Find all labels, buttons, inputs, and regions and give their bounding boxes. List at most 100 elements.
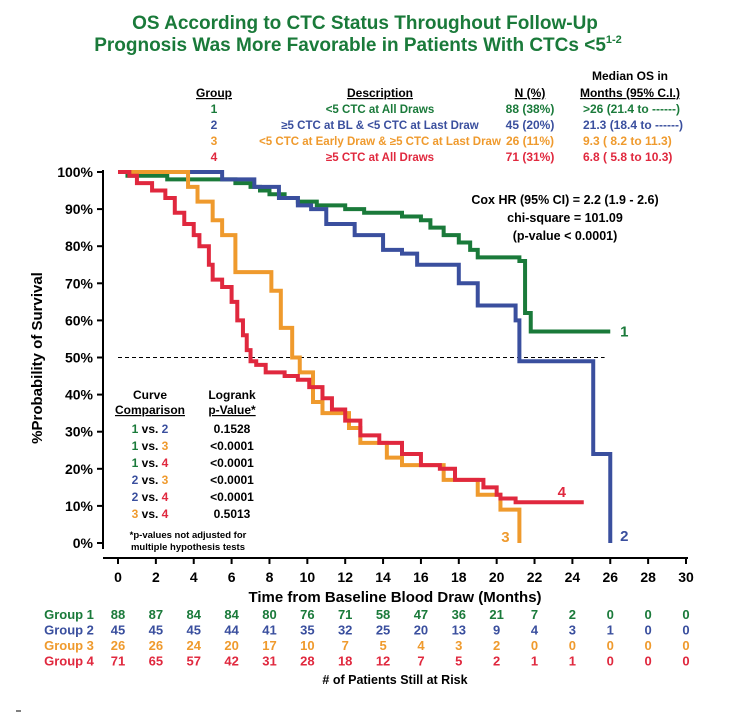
risk-row-value: 57 (186, 654, 200, 669)
x-tick-label: 22 (527, 569, 543, 585)
group-row-median: 21.3 (18.4 to ------) (583, 118, 683, 132)
logrank-row-p-value: <0.0001 (210, 473, 254, 487)
risk-row-value: 21 (489, 607, 503, 622)
risk-row-value: 45 (186, 623, 200, 638)
risk-row-value: 28 (300, 654, 314, 669)
risk-row-value: 36 (452, 607, 466, 622)
x-axis-label: Time from Baseline Blood Draw (Months) (248, 589, 541, 606)
logrank-row-group-a: 1 (132, 439, 142, 453)
logrank-row-group-a: 2 (132, 473, 142, 487)
risk-row-value: 35 (300, 623, 314, 638)
cox-line3: (p-value < 0.0001) (513, 229, 618, 243)
risk-row-value: 42 (224, 654, 238, 669)
group-row-number: 4 (211, 150, 218, 164)
risk-row-value: 5 (379, 638, 386, 653)
logrank-header-p-1: Logrank (208, 388, 256, 402)
curve-end-label-2: 2 (620, 528, 628, 545)
x-tick-label: 24 (565, 569, 581, 585)
logrank-row-vs: vs. (142, 422, 162, 436)
risk-row-value: 3 (569, 623, 576, 638)
risk-row-value: 76 (300, 607, 314, 622)
risk-row-name: Group 2 (44, 623, 94, 638)
x-tick-label: 6 (228, 569, 236, 585)
logrank-row-p-value: 0.5013 (214, 507, 251, 521)
logrank-row-group-b: 3 (162, 473, 169, 487)
logrank-header-curve-1: Curve (133, 388, 167, 402)
risk-row-value: 3 (455, 638, 462, 653)
y-tick-label: 60% (65, 312, 94, 328)
risk-row-value: 1 (607, 623, 614, 638)
y-axis-label: %Probability of Survival (29, 272, 46, 444)
x-tick-label: 20 (489, 569, 505, 585)
risk-row-value: 58 (376, 607, 390, 622)
group-table-header-n: N (%) (515, 86, 546, 100)
x-tick-label: 16 (413, 569, 429, 585)
risk-row-value: 7 (531, 607, 538, 622)
x-tick-label: 10 (300, 569, 316, 585)
risk-row-name: Group 4 (44, 654, 95, 669)
x-tick-label: 12 (337, 569, 353, 585)
risk-row-value: 0 (531, 638, 538, 653)
logrank-rows: 1 vs. 2 0.1528 1 vs. 3 <0.0001 1 vs. 4 <0.000… (132, 422, 255, 521)
group-row-n: 88 (38%) (506, 102, 555, 116)
group-row-n: 26 (11%) (506, 134, 554, 148)
risk-row-value: 7 (417, 654, 424, 669)
risk-row-value: 7 (342, 638, 349, 653)
logrank-row-group-b: 4 (162, 507, 169, 521)
risk-row-value: 17 (262, 638, 276, 653)
chart-title-line2: Prognosis Was More Favorable in Patients… (94, 34, 622, 56)
chart-title-line1: OS According to CTC Status Throughout Fo… (132, 13, 598, 34)
risk-row-value: 71 (111, 654, 125, 669)
logrank-row-vs: vs. (142, 473, 162, 487)
logrank-row-group-b: 4 (162, 456, 169, 470)
group-row-description: <5 CTC at All Draws (326, 104, 435, 116)
risk-row-value: 41 (262, 623, 276, 638)
logrank-row-vs: vs. (142, 490, 162, 504)
curve-end-label-4: 4 (558, 484, 567, 501)
y-tick-label: 20% (65, 461, 94, 477)
logrank-row-group-b: 4 (162, 490, 169, 504)
y-tick-label: 40% (65, 387, 94, 403)
risk-table-label: # of Patients Still at Risk (322, 673, 467, 687)
logrank-header-p-2: p-Value* (208, 403, 256, 417)
logrank-table: Curve Comparison Logrank p-Value* 1 vs. … (115, 388, 256, 553)
risk-row-value: 1 (569, 654, 576, 669)
logrank-header-curve-2: Comparison (115, 403, 185, 417)
risk-row-value: 84 (224, 607, 239, 622)
logrank-row-p-value: <0.0001 (210, 439, 254, 453)
risk-row-name: Group 1 (44, 607, 94, 622)
x-tick-label: 18 (451, 569, 467, 585)
logrank-row-group-a: 1 (132, 422, 142, 436)
risk-row-value: 18 (338, 654, 352, 669)
risk-row-value: 24 (186, 638, 201, 653)
group-row-median: >26 (21.4 to ------) (583, 102, 680, 116)
logrank-row-group-a: 3 (132, 507, 142, 521)
logrank-row-p-value: <0.0001 (210, 490, 254, 504)
y-tick-label: 90% (65, 201, 94, 217)
curve-end-label-3: 3 (501, 529, 509, 546)
risk-row-value: 2 (569, 607, 576, 622)
logrank-row-comparison: 3 vs. 4 (132, 507, 169, 521)
risk-row-value: 4 (417, 638, 425, 653)
risk-row-value: 71 (338, 607, 352, 622)
risk-row-value: 31 (262, 654, 276, 669)
logrank-row-p-value: <0.0001 (210, 456, 254, 470)
plot-area: 0%10%20%30%40%50%60%70%80%90%100%0 2 4 6 8 10… (29, 164, 694, 606)
x-tick-label: 4 (190, 569, 198, 585)
risk-row-value: 44 (224, 623, 239, 638)
logrank-row-vs: vs. (142, 439, 162, 453)
survival-curve-group-2 (118, 170, 613, 543)
risk-row-value: 20 (224, 638, 238, 653)
group-row-number: 3 (211, 134, 218, 148)
risk-row-name: Group 3 (44, 638, 94, 653)
risk-row-value: 47 (414, 607, 428, 622)
risk-row-value: 88 (111, 607, 125, 622)
risk-row-value: 9 (493, 623, 500, 638)
group-table-rows: 1 <5 CTC at All Draws 88 (38%) >26 (21.4 to… (211, 102, 683, 164)
logrank-row-comparison: 1 vs. 2 (132, 422, 169, 436)
cox-line1: Cox HR (95% CI) = 2.2 (1.9 - 2.6) (471, 193, 658, 207)
risk-row-value: 5 (455, 654, 462, 669)
risk-row-value: 0 (682, 638, 689, 653)
cox-line2: chi-square = 101.09 (507, 211, 623, 225)
